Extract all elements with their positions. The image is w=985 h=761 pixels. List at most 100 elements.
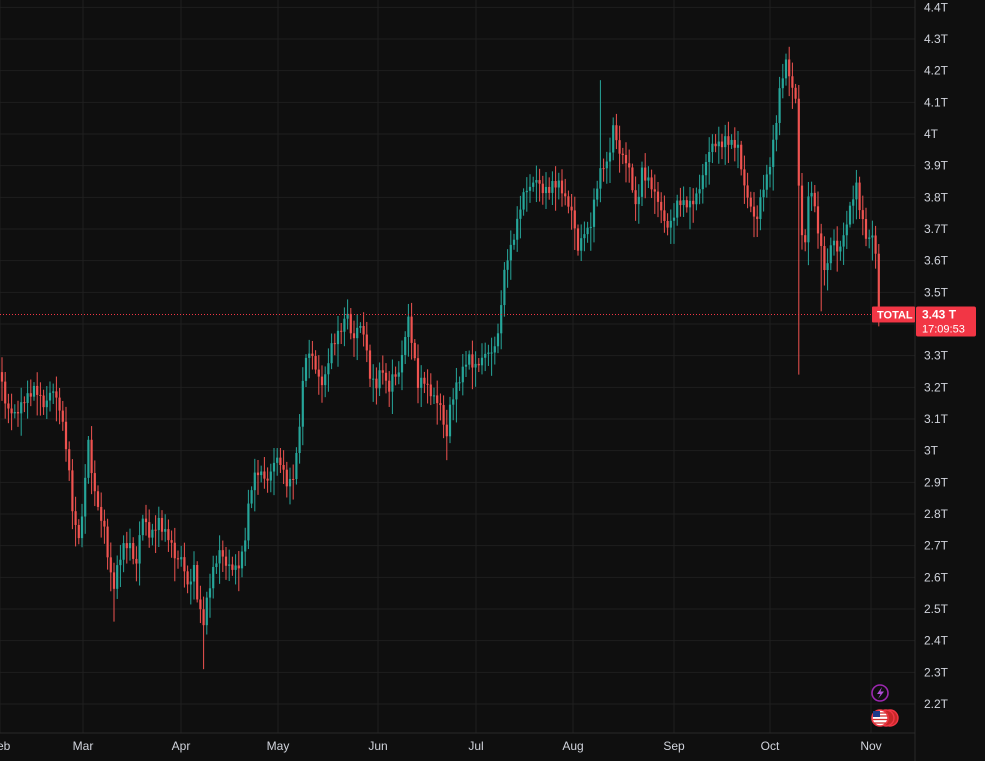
candle-body[interactable] — [154, 529, 157, 531]
candle-body[interactable] — [682, 200, 685, 206]
candle-body[interactable] — [813, 192, 816, 207]
candle-body[interactable] — [250, 490, 253, 504]
candle-body[interactable] — [413, 342, 416, 359]
candle-body[interactable] — [292, 478, 295, 480]
candle-body[interactable] — [861, 210, 864, 220]
candle-body[interactable] — [26, 393, 29, 403]
candle-body[interactable] — [480, 357, 484, 366]
candle-body[interactable] — [100, 506, 103, 521]
candle-body[interactable] — [244, 540, 247, 552]
candle-body[interactable] — [576, 228, 580, 251]
candle-body[interactable] — [816, 206, 820, 234]
candle-body[interactable] — [429, 384, 432, 397]
candle-body[interactable] — [532, 182, 535, 187]
candle-body[interactable] — [330, 343, 333, 364]
candle-body[interactable] — [599, 168, 602, 189]
candle-body[interactable] — [711, 143, 714, 152]
candle-body[interactable] — [90, 439, 93, 474]
candle-body[interactable] — [612, 125, 615, 153]
candle-body[interactable] — [519, 209, 522, 219]
candle-body[interactable] — [759, 197, 762, 220]
candle-body[interactable] — [583, 234, 586, 239]
candle-body[interactable] — [74, 511, 77, 525]
candle-body[interactable] — [29, 393, 32, 397]
candle-body[interactable] — [512, 239, 516, 245]
candle-body[interactable] — [256, 472, 260, 476]
candle-body[interactable] — [42, 395, 45, 408]
candle-body[interactable] — [263, 471, 266, 479]
candle-body[interactable] — [698, 189, 701, 194]
candle-body[interactable] — [45, 400, 48, 408]
candle-body[interactable] — [528, 186, 532, 191]
candle-body[interactable] — [404, 337, 407, 355]
candle-body[interactable] — [23, 402, 26, 404]
candle-body[interactable] — [765, 174, 768, 190]
candle-body[interactable] — [564, 193, 567, 197]
candle-body[interactable] — [164, 529, 167, 532]
candle-body[interactable] — [423, 377, 426, 384]
candle-body[interactable] — [186, 571, 189, 585]
candle-body[interactable] — [221, 550, 224, 557]
candle-body[interactable] — [93, 473, 96, 492]
candle-body[interactable] — [52, 391, 55, 393]
candle-body[interactable] — [762, 189, 765, 198]
candle-body[interactable] — [615, 125, 618, 141]
candle-body[interactable] — [650, 177, 653, 190]
candle-body[interactable] — [55, 391, 58, 398]
candle-body[interactable] — [138, 535, 141, 564]
candle-body[interactable] — [852, 199, 855, 206]
candle-body[interactable] — [874, 235, 877, 254]
candle-body[interactable] — [368, 350, 372, 379]
candle-body[interactable] — [295, 452, 298, 480]
candle-body[interactable] — [676, 200, 679, 218]
candle-body[interactable] — [362, 325, 365, 335]
candle-body[interactable] — [541, 183, 544, 194]
candle-body[interactable] — [589, 226, 592, 228]
us-flag-events-icon[interactable] — [871, 709, 899, 727]
candle-body[interactable] — [836, 240, 839, 252]
candle-body[interactable] — [740, 144, 743, 170]
candle-body[interactable] — [567, 196, 570, 207]
candle-body[interactable] — [628, 163, 631, 168]
candle-body[interactable] — [340, 330, 343, 332]
candle-body[interactable] — [602, 168, 605, 170]
candle-body[interactable] — [378, 370, 381, 389]
candle-body[interactable] — [381, 370, 384, 373]
candle-body[interactable] — [391, 374, 394, 392]
candle-body[interactable] — [144, 518, 148, 523]
candle-body[interactable] — [797, 98, 800, 186]
candle-body[interactable] — [548, 186, 551, 193]
candle-body[interactable] — [61, 410, 64, 422]
candle-body[interactable] — [573, 210, 576, 229]
candle-body[interactable] — [68, 449, 71, 471]
candle-body[interactable] — [400, 354, 404, 373]
candle-body[interactable] — [103, 520, 106, 527]
candle-body[interactable] — [439, 403, 442, 406]
candle-body[interactable] — [272, 462, 276, 472]
candle-body[interactable] — [0, 372, 4, 382]
candle-body[interactable] — [772, 139, 775, 167]
candle-body[interactable] — [468, 354, 471, 365]
candle-body[interactable] — [820, 233, 823, 247]
candle-body[interactable] — [743, 169, 746, 186]
candle-body[interactable] — [183, 557, 186, 572]
candle-body[interactable] — [474, 363, 477, 368]
candle-body[interactable] — [324, 374, 327, 386]
candle-body[interactable] — [832, 240, 836, 246]
candle-body[interactable] — [746, 185, 749, 198]
candle-body[interactable] — [410, 316, 413, 343]
candle-body[interactable] — [109, 557, 112, 573]
candle-body[interactable] — [679, 200, 682, 206]
candle-body[interactable] — [436, 395, 439, 404]
candle-body[interactable] — [586, 227, 589, 235]
candle-body[interactable] — [224, 556, 228, 566]
candle-body[interactable] — [503, 269, 506, 306]
candle-body[interactable] — [180, 557, 183, 560]
candle-body[interactable] — [426, 383, 429, 385]
candle-body[interactable] — [7, 403, 10, 409]
candle-body[interactable] — [199, 599, 202, 610]
candle-body[interactable] — [487, 352, 490, 354]
candle-body[interactable] — [666, 220, 669, 228]
candle-body[interactable] — [826, 263, 829, 271]
candle-body[interactable] — [733, 139, 736, 148]
